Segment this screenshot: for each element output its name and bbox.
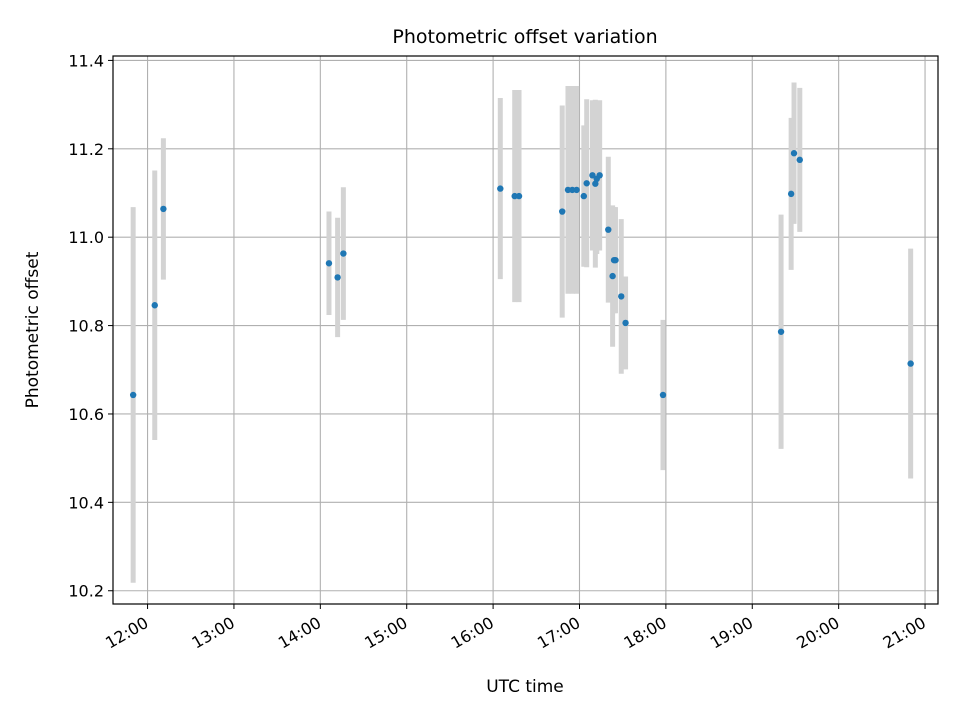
data-point [151,302,158,309]
data-point [605,226,612,233]
data-point [659,391,667,399]
plot-frame [112,55,939,605]
y-tick-label: 11.4 [68,51,104,70]
data-point [796,156,803,164]
y-axis-ticks: 10.2 10.4 10.6 10.8 11.0 11.2 11.4 [68,51,113,601]
y-tick-label: 10.4 [68,493,104,512]
y-tick-label: 10.8 [68,317,104,336]
data-point [580,192,588,200]
data-points [129,150,914,399]
y-tick-label: 11.0 [68,228,104,247]
y-tick-label: 11.2 [68,140,104,159]
data-point [515,192,523,200]
data-point [790,150,798,157]
data-point [559,208,566,215]
data-point [612,256,619,264]
x-axis-label: UTC time [486,677,564,697]
data-point [609,272,616,280]
data-point [777,328,785,335]
data-point [596,172,603,179]
data-point [573,186,580,194]
data-point [787,190,795,198]
data-point [618,293,625,300]
data-point [334,274,341,281]
y-axis-label: Photometric offset [23,251,43,408]
data-point [340,250,347,257]
data-point [622,319,629,327]
data-point [497,185,504,192]
data-point [583,180,590,187]
grid [113,56,938,604]
data-point [129,391,137,399]
data-point [325,260,333,267]
y-tick-label: 10.6 [68,405,104,424]
data-point [160,205,167,213]
data-point [592,180,599,187]
data-point [589,172,596,179]
data-point [907,360,914,367]
y-tick-label: 10.2 [68,582,104,601]
chart-title: Photometric offset variation [392,26,657,48]
